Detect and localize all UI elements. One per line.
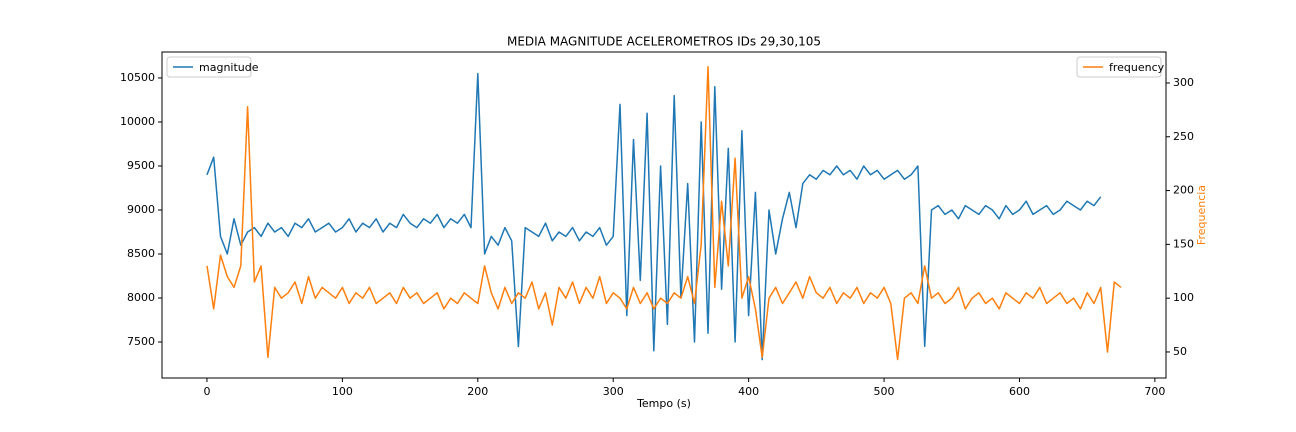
y2-axis-label: Frequencia [1195, 185, 1208, 245]
x-tick-label: 0 [203, 385, 210, 398]
series-line [206, 72, 1102, 361]
chart-title: MEDIA MAGNITUDE ACELEROMETROS IDs 29,30,… [507, 35, 821, 49]
legend-box [166, 56, 252, 78]
y2-tick-label: 50 [1173, 345, 1187, 358]
legend-box [1076, 56, 1162, 78]
plot-frame [161, 51, 1167, 379]
y2-tick-label: 200 [1173, 184, 1194, 197]
y-tick-label: 9500 [127, 159, 155, 172]
legend-label: frequency [1109, 61, 1165, 74]
y-tick-label: 8500 [127, 247, 155, 260]
y-tick-label: 9000 [127, 203, 155, 216]
y2-tick-label: 150 [1173, 237, 1194, 250]
y-tick-label: 10500 [120, 71, 155, 84]
x-tick-label: 100 [332, 385, 353, 398]
x-axis-label: Tempo (s) [636, 397, 691, 410]
y2-tick-label: 300 [1173, 76, 1194, 89]
x-tick-label: 200 [467, 385, 488, 398]
y2-tick-label: 250 [1173, 130, 1194, 143]
x-tick-label: 600 [1009, 385, 1030, 398]
y-tick-label: 10000 [120, 115, 155, 128]
x-tick-label: 500 [874, 385, 895, 398]
series-line [206, 66, 1122, 361]
y2-tick-label: 100 [1173, 291, 1194, 304]
legend-label: magnitude [199, 61, 259, 74]
x-tick-label: 400 [738, 385, 759, 398]
x-tick-label: 700 [1144, 385, 1165, 398]
y-tick-label: 7500 [127, 335, 155, 348]
y-tick-label: 8000 [127, 291, 155, 304]
x-tick-label: 300 [603, 385, 624, 398]
